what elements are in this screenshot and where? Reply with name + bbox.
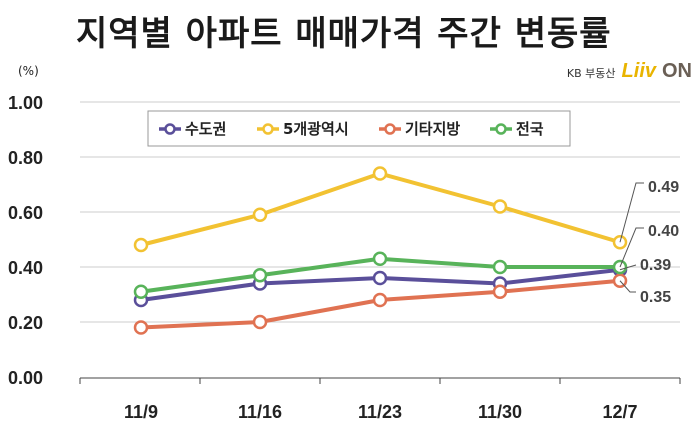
label-leader-line	[619, 227, 644, 268]
legend-label: 전국	[516, 120, 544, 138]
legend-marker	[164, 123, 176, 135]
data-label: 0.49	[648, 179, 679, 196]
data-point	[133, 320, 149, 335]
data-point	[492, 199, 508, 214]
legend-marker	[495, 123, 507, 135]
legend-label: 기타지방	[405, 120, 460, 138]
x-tick-label: 12/7	[602, 402, 637, 422]
data-point	[372, 292, 388, 308]
legend-label: 5개광역시	[283, 120, 349, 138]
data-point	[252, 268, 268, 283]
brand-logo: KB 부동산 Liiv ON	[567, 60, 692, 83]
data-label: 0.40	[648, 223, 679, 240]
x-tick-label: 11/16	[238, 402, 282, 422]
data-point	[492, 259, 508, 275]
chart-title: 지역별 아파트 매매가격 주간 변동률	[76, 14, 612, 54]
series-line	[140, 171, 621, 247]
y-tick-label: 1.00	[8, 93, 43, 113]
data-label: 0.35	[640, 289, 671, 306]
label-leader-line	[619, 264, 637, 271]
data-point	[133, 284, 149, 299]
x-tick-label: 11/30	[478, 402, 522, 422]
brand-liiv-text: Liiv	[621, 60, 656, 82]
data-point	[372, 251, 388, 266]
data-point	[252, 314, 268, 330]
y-tick-label: 0.40	[8, 258, 43, 278]
data-point	[372, 166, 388, 181]
data-label: 0.39	[640, 257, 671, 274]
legend-marker	[384, 123, 396, 135]
y-tick-label: 0.80	[8, 148, 43, 168]
data-point	[492, 284, 508, 299]
legend-label: 수도권	[185, 120, 226, 138]
x-tick-label: 11/23	[358, 402, 402, 422]
data-point	[372, 270, 388, 286]
brand-small-text: KB 부동산	[566, 67, 616, 80]
y-tick-label: 0.20	[8, 313, 43, 333]
legend-marker	[262, 123, 274, 135]
data-point	[252, 207, 268, 222]
label-leader-line	[619, 280, 636, 293]
y-axis-unit: (%)	[18, 64, 39, 78]
brand-on-text: ON	[662, 60, 692, 82]
y-tick-label: 0.60	[8, 203, 43, 223]
label-leader-line	[619, 182, 644, 243]
x-tick-label: 11/9	[124, 402, 158, 422]
y-tick-label: 0.00	[8, 368, 43, 388]
data-point	[133, 237, 149, 253]
